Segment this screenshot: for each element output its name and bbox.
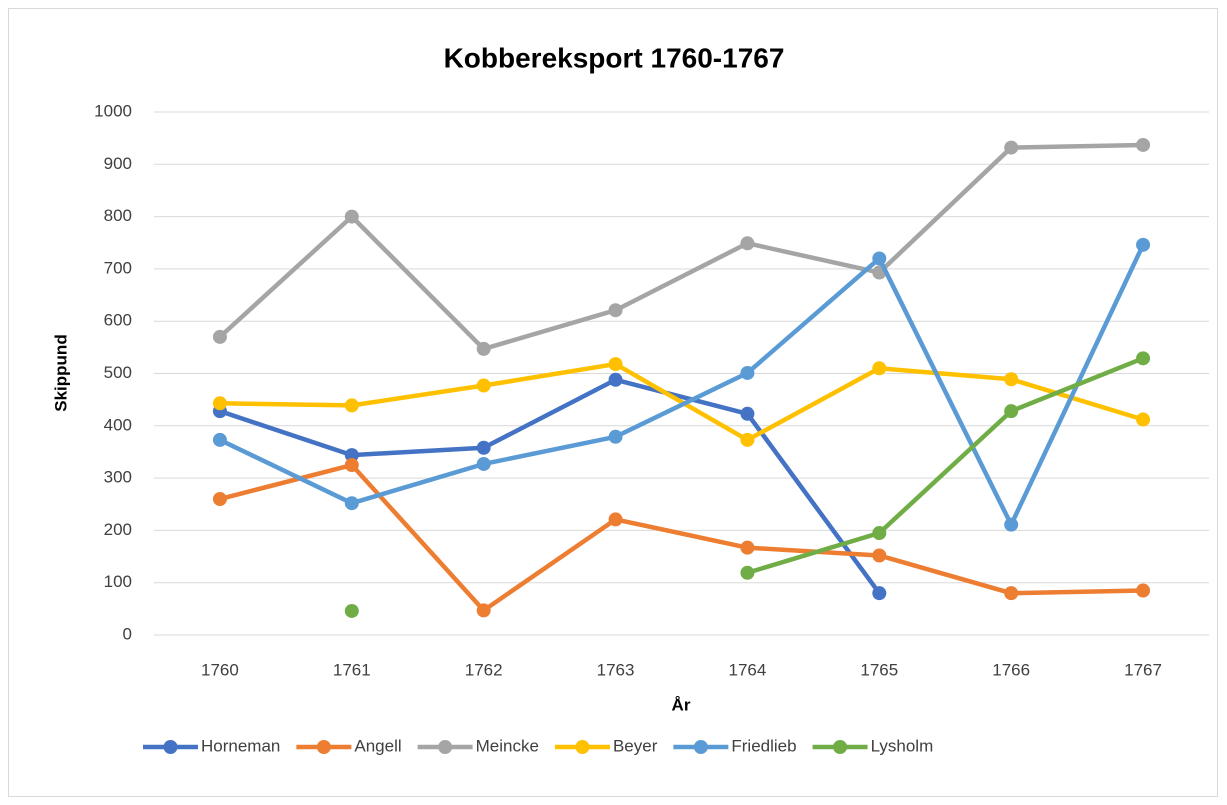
data-point [740,365,755,380]
y-tick-label: 300 [104,468,132,487]
legend-item: Angell [296,736,402,755]
y-tick-label: 900 [104,154,132,173]
legend-label: Horneman [201,736,280,755]
data-point [476,378,491,393]
data-point [1004,372,1019,387]
data-point [608,303,623,318]
legend-item: Meincke [417,736,539,755]
data-point [1136,351,1151,366]
chart-title: Kobbereksport 1760-1767 [444,42,785,73]
y-tick-label: 700 [104,258,132,277]
y-tick-label: 100 [104,572,132,591]
legend-marker [316,740,331,754]
legend-label: Lysholm [871,736,934,755]
data-point [1136,583,1151,598]
x-tick-label: 1760 [201,660,239,679]
data-point [1004,586,1019,601]
data-point [1004,517,1019,532]
x-tick-label: 1761 [333,660,371,679]
data-point [212,329,227,344]
x-tick-label: 1764 [729,660,767,679]
data-point [1004,140,1019,155]
legend-label: Meincke [476,736,539,755]
data-point [344,603,359,618]
legend-label: Beyer [613,736,658,755]
data-point [476,603,491,618]
data-point [344,448,359,463]
data-point [740,432,755,447]
legend-marker [833,740,848,754]
legend-marker [693,740,708,754]
x-tick-label: 1762 [465,660,503,679]
x-axis-label: År [672,695,691,714]
data-point [872,586,887,601]
legend-label: Angell [354,736,401,755]
y-tick-label: 1000 [94,101,132,120]
series-line [217,242,1146,527]
x-tick-label: 1765 [860,660,898,679]
data-point [740,406,755,421]
data-point [344,209,359,224]
series-line [217,361,1146,443]
legend-marker [575,740,590,754]
data-point [608,429,623,444]
chart-frame [8,8,1218,797]
y-axis-label: Skippund [51,334,70,411]
legend-marker [163,740,178,754]
data-point [1004,404,1019,419]
legend-item: Lysholm [812,736,934,755]
data-point [872,526,887,541]
series-line [217,462,1146,613]
data-point [608,357,623,372]
legend-item: Beyer [554,736,658,755]
series-line [217,377,882,596]
data-point [872,361,887,376]
data-point [872,251,887,266]
data-point [476,440,491,455]
data-point [740,540,755,555]
data-point [212,432,227,447]
data-point [1136,237,1151,252]
x-tick-label: 1767 [1124,660,1162,679]
data-point [740,236,755,251]
series-line [217,142,1146,352]
y-tick-label: 600 [104,311,132,330]
data-point [344,398,359,413]
data-point [1136,137,1151,152]
data-point [344,458,359,473]
data-point [344,496,359,511]
data-point [476,341,491,356]
data-point [608,512,623,527]
y-tick-label: 400 [104,415,132,434]
y-tick-label: 0 [123,624,132,643]
y-tick-label: 200 [104,520,132,539]
data-point [872,548,887,563]
y-tick-label: 800 [104,206,132,225]
data-point [608,372,623,387]
data-point [1136,412,1151,427]
series-line [745,356,1146,576]
legend-item: Horneman [143,736,280,755]
legend-label: Friedlieb [731,736,796,755]
legend-item: Friedlieb [673,736,797,755]
data-point [212,492,227,507]
x-tick-label: 1766 [992,660,1030,679]
y-tick-label: 500 [104,363,132,382]
legend-marker [438,740,453,754]
data-point [476,456,491,471]
x-tick-label: 1763 [597,660,635,679]
data-point [740,565,755,580]
data-point [212,396,227,411]
